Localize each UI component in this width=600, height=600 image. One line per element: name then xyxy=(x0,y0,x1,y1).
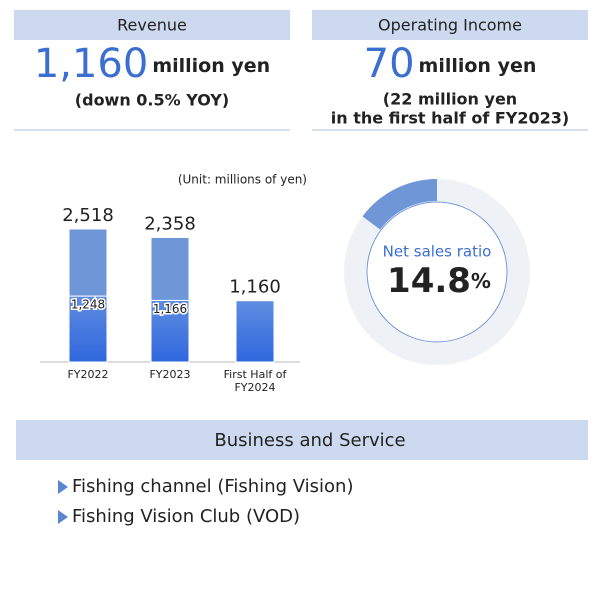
category-label: FY2023 xyxy=(149,368,191,381)
income-label: Operating Income xyxy=(378,16,522,35)
business-list: Fishing channel (Fishing Vision) Fishing … xyxy=(58,476,354,527)
total-label: 2,518 xyxy=(62,205,114,226)
total-label: 1,160 xyxy=(229,277,281,298)
segment-label: 1,166 xyxy=(153,302,187,316)
bullet xyxy=(58,510,68,524)
bullet xyxy=(58,480,68,494)
center-title: Net sales ratio xyxy=(383,243,492,261)
segment-label: 1,248 xyxy=(71,298,105,312)
revenue-figure: 1,160 million yen xyxy=(34,41,270,87)
income-value: 70 xyxy=(364,41,415,87)
business-header xyxy=(16,420,588,460)
business-item: Fishing Vision Club (VOD) xyxy=(72,506,300,527)
bar-segment xyxy=(68,295,108,363)
ratio-value: 14.8 xyxy=(387,261,471,301)
total-label: 2,358 xyxy=(144,213,196,234)
income-note: (22 million yen xyxy=(383,90,517,109)
income-note: in the first half of FY2023) xyxy=(331,109,569,128)
business-item: Fishing channel (Fishing Vision) xyxy=(72,476,354,497)
income-unit: million yen xyxy=(419,55,537,77)
ratio-unit: % xyxy=(471,269,491,293)
revenue-header xyxy=(14,10,290,40)
category-label: FY2022 xyxy=(67,368,109,381)
inner-ring xyxy=(366,201,508,343)
income-header xyxy=(312,10,588,40)
revenue-label: Revenue xyxy=(117,16,187,35)
center-value: 14.8% xyxy=(387,261,491,301)
bar-segment xyxy=(68,228,108,297)
donut-segment xyxy=(362,179,437,230)
revenue-note: (down 0.5% YOY) xyxy=(75,91,229,110)
business-title: Business and Service xyxy=(214,430,405,451)
revenue-unit: million yen xyxy=(152,55,270,77)
bar-segment xyxy=(235,300,275,363)
category-label: First Half of FY2024 xyxy=(223,368,287,394)
revenue-value: 1,160 xyxy=(34,41,149,87)
income-figure: 70 million yen xyxy=(364,41,537,87)
bar-segment xyxy=(150,236,190,301)
unit-note: (Unit: millions of yen) xyxy=(178,173,307,187)
